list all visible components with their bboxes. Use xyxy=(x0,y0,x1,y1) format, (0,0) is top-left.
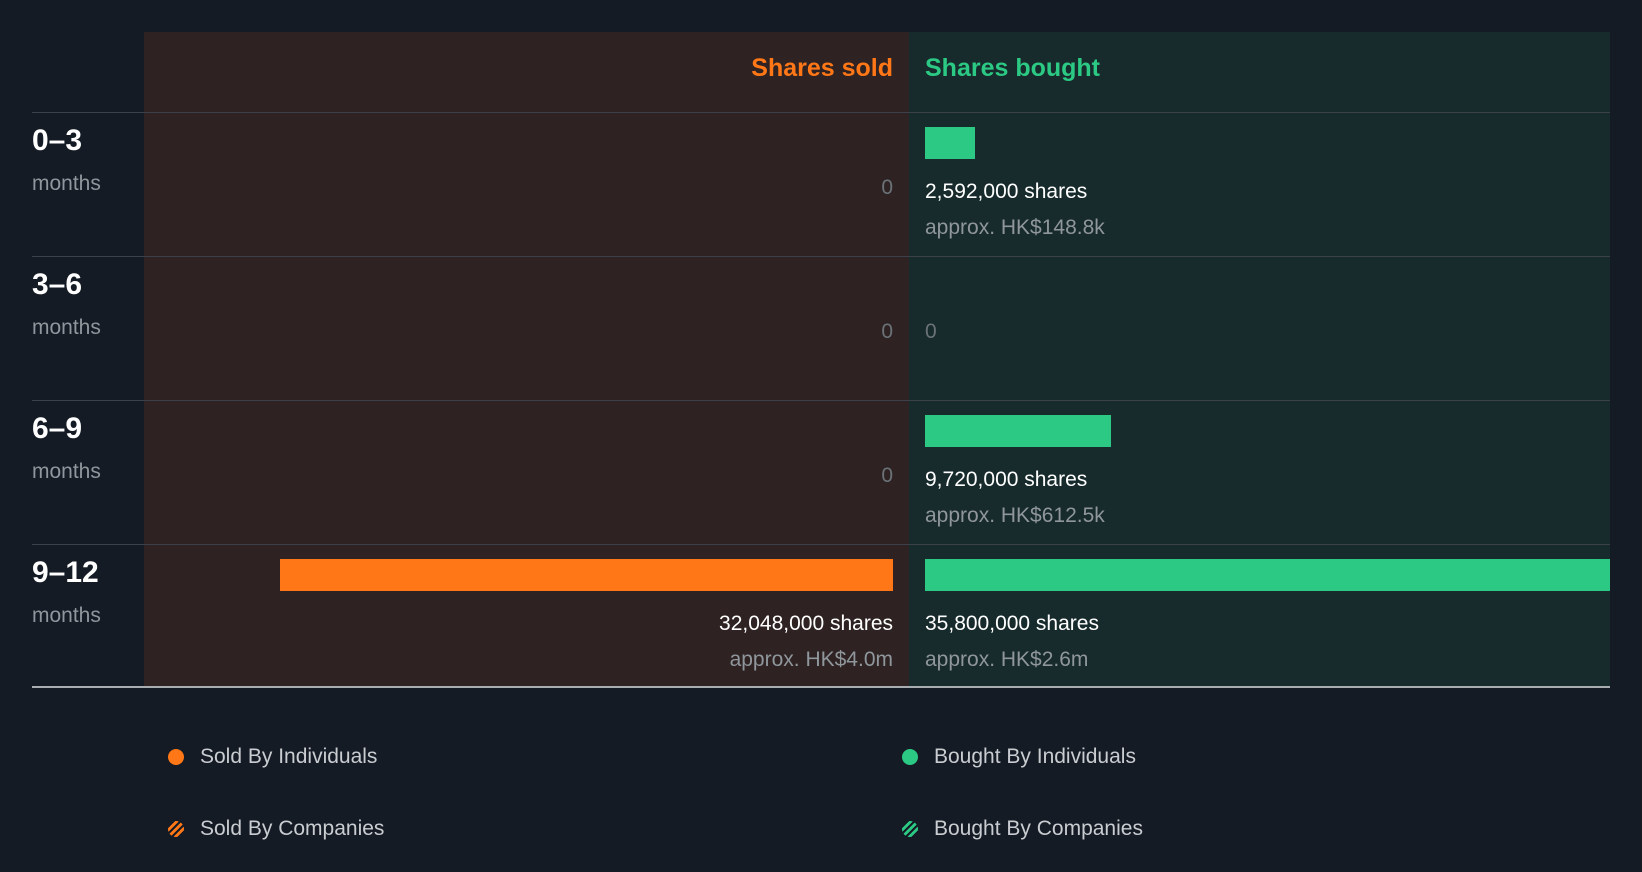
bought-shares-label: 35,800,000 shares xyxy=(925,612,1099,635)
header-separator xyxy=(32,112,1610,113)
bought-bar xyxy=(925,559,1610,591)
legend-label: Bought By Companies xyxy=(934,817,1143,840)
legend-dot-icon xyxy=(902,749,918,765)
row-unit-label: months xyxy=(32,316,101,339)
row-separator xyxy=(32,400,1610,401)
bought-bar xyxy=(925,415,1111,447)
row-unit-label: months xyxy=(32,460,101,483)
bought-approx-value: approx. HK$148.8k xyxy=(925,216,1105,239)
row-separator xyxy=(32,544,1610,545)
sold-shares-label: 32,048,000 shares xyxy=(719,612,893,635)
sold-zero-label: 0 xyxy=(881,464,893,487)
row-range-label: 0–3 xyxy=(32,124,83,157)
bought-shares-label: 2,592,000 shares xyxy=(925,180,1088,203)
bought-approx-value: approx. HK$2.6m xyxy=(925,648,1089,671)
row-unit-label: months xyxy=(32,172,101,195)
row-separator xyxy=(32,256,1610,257)
legend-label: Sold By Companies xyxy=(200,817,385,840)
sold-bar xyxy=(280,559,893,591)
legend-striped-swatch-icon xyxy=(902,821,918,837)
row-range-label: 9–12 xyxy=(32,556,99,589)
bought-zero-label: 0 xyxy=(925,320,937,343)
legend-label: Bought By Individuals xyxy=(934,745,1136,768)
shares-bought-header: Shares bought xyxy=(925,54,1101,82)
sold-approx-value: approx. HK$4.0m xyxy=(729,648,893,671)
bought-bar xyxy=(925,127,975,159)
legend-striped-swatch-icon xyxy=(168,821,184,837)
shares-sold-header: Shares sold xyxy=(751,54,893,82)
legend-label: Sold By Individuals xyxy=(200,745,378,768)
row-unit-label: months xyxy=(32,604,101,627)
sold-zero-label: 0 xyxy=(881,320,893,343)
legend-dot-icon xyxy=(168,749,184,765)
bought-approx-value: approx. HK$612.5k xyxy=(925,504,1105,527)
row-range-label: 6–9 xyxy=(32,412,83,445)
axis-line xyxy=(32,686,1610,688)
row-range-label: 3–6 xyxy=(32,268,83,301)
sold-zero-label: 0 xyxy=(881,176,893,199)
bought-shares-label: 9,720,000 shares xyxy=(925,468,1088,491)
